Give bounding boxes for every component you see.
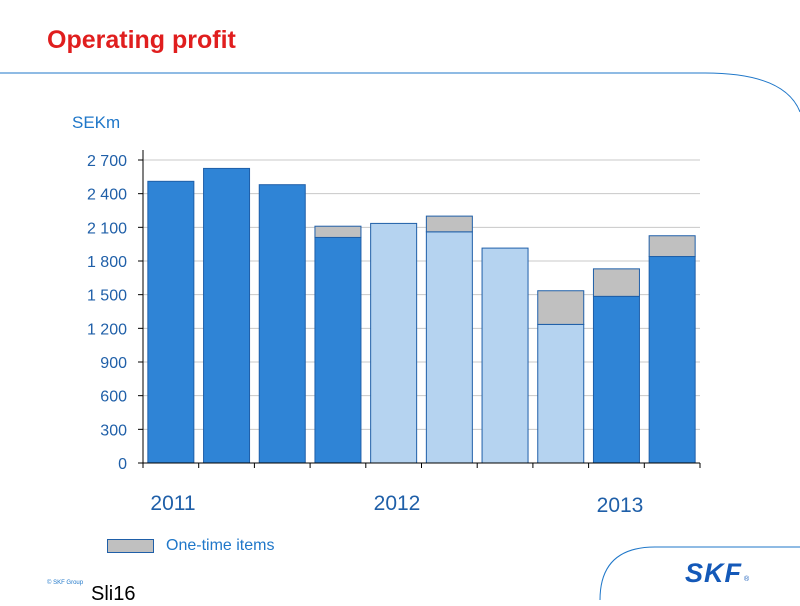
y-tick-label: 2 400 — [87, 187, 127, 204]
slide-number: Sli16 — [91, 583, 136, 605]
legend-swatch-one-time-items — [107, 539, 154, 553]
copyright-text: © SKF Group — [47, 580, 84, 586]
y-axis-label: SEKm — [72, 113, 120, 132]
y-tick-label: 300 — [100, 422, 127, 439]
legend-label: One-time items — [166, 537, 275, 554]
bar — [370, 222, 418, 464]
skf-logo: SKF ® — [685, 558, 750, 588]
y-tick-label: 1 200 — [87, 321, 127, 338]
bar-one-time-segment — [425, 215, 473, 233]
bar — [537, 323, 585, 464]
year-label: 2013 — [597, 494, 644, 517]
bar — [425, 231, 473, 464]
bar — [258, 184, 306, 464]
slide-title: Operating profit — [47, 26, 236, 54]
header-curve-line — [0, 72, 800, 113]
year-label: 2012 — [374, 492, 421, 515]
y-tick-label: 900 — [100, 355, 127, 372]
year-label: 2011 — [150, 492, 195, 515]
y-tick-label: 1 800 — [87, 254, 127, 271]
bar — [481, 247, 529, 464]
bar-one-time-segment — [648, 235, 696, 258]
bar — [147, 180, 195, 464]
y-tick-label: 0 — [118, 456, 127, 473]
bar-one-time-segment — [537, 290, 585, 325]
chart-legend: One-time items — [107, 537, 274, 555]
y-tick-label: 2 700 — [87, 153, 127, 170]
logo-registered-mark: ® — [744, 576, 750, 583]
bar — [592, 295, 640, 464]
y-tick-label: 1 500 — [87, 288, 127, 305]
bar-one-time-segment — [592, 268, 640, 297]
bar — [203, 167, 251, 464]
footer-curve-line — [599, 546, 800, 600]
bar-one-time-segment — [314, 225, 362, 238]
y-tick-label: 2 100 — [87, 220, 127, 237]
logo-text: SKF — [685, 558, 742, 588]
y-tick-label: 600 — [100, 389, 127, 406]
bar — [314, 236, 362, 464]
bar — [648, 256, 696, 464]
